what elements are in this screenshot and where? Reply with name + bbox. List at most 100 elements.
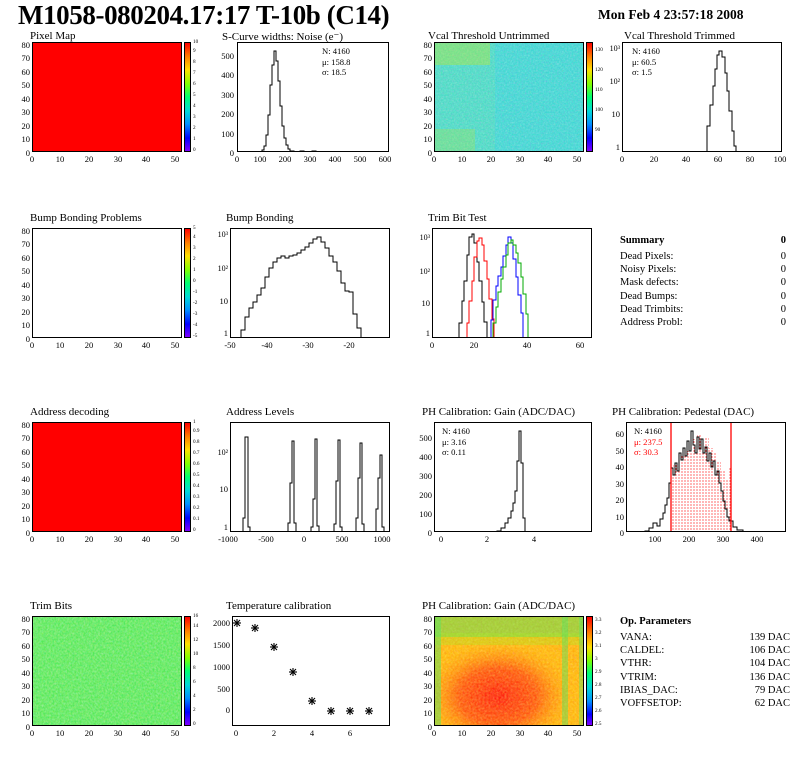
summary-row: Address Probl: 0: [620, 316, 796, 329]
summary-heading-row: Summary 0: [620, 234, 796, 250]
row-value: 0: [780, 264, 786, 276]
panel-title: Address decoding: [30, 406, 110, 418]
panel-ph-calibration-gain-map[interactable]: PH Calibration: Gain (ADC/DAC): [422, 600, 602, 738]
panel-trim-bits[interactable]: Trim Bits 0 2: [21, 600, 199, 738]
plot-area: [432, 228, 592, 338]
row-value: 62 DAC: [754, 697, 790, 709]
heatmap-canvas: [435, 617, 583, 725]
plot-area: [626, 422, 786, 532]
heatmap-canvas: [33, 43, 181, 151]
row-label: VTRIM:: [620, 671, 657, 683]
panel-address-levels[interactable]: Address Levels -1000 -500 0 500 1000 1 1…: [217, 406, 391, 544]
summary-block: Summary 0 Dead Pixels: 0 Noisy Pixels: 0…: [620, 234, 796, 329]
row-label: Dead Trimbits:: [620, 303, 684, 315]
stats-box: N: 4160 μ: 158.8 σ: 18.5: [322, 46, 351, 77]
row-label: VTHR:: [620, 658, 652, 670]
summary-row: Dead Trimbits: 0: [620, 303, 796, 316]
multi-histogram: [458, 233, 529, 337]
panel-vcal-threshold-trimmed[interactable]: Vcal Threshold Trimmed N: 4160 μ: 60.5 σ…: [609, 30, 787, 164]
panel-scurve-widths[interactable]: S-Curve widths: Noise (e⁻) N: 4160 μ: 15…: [221, 31, 392, 164]
row-label: Dead Pixels:: [620, 251, 674, 262]
row-label: IBIAS_DAC:: [620, 684, 678, 696]
panel-title: Pixel Map: [30, 30, 76, 42]
histogram-curve: [240, 236, 362, 337]
panel-ph-calibration-gain-hist[interactable]: PH Calibration: Gain (ADC/DAC) N: 4160 μ…: [406, 406, 605, 576]
panel-temperature-calibration[interactable]: Temperature calibration 0 2 4 6: [204, 600, 403, 770]
op-parameter-row: CALDEL: 106 DAC: [620, 644, 796, 657]
heatmap-canvas: [33, 617, 181, 725]
row-value: 0: [780, 251, 786, 262]
row-value: 0: [780, 290, 786, 302]
panel-address-decoding[interactable]: Address decoding 0 0.1 0.2 0.3 0.4 0.5 0…: [21, 406, 200, 544]
op-parameter-row: VTHR: 104 DAC: [620, 657, 796, 670]
row-label: Noisy Pixels:: [620, 264, 677, 276]
op-parameter-row: VTRIM: 136 DAC: [620, 671, 796, 684]
op-parameters-heading: Op. Parameters: [620, 616, 692, 627]
plot-area: [622, 42, 782, 152]
row-value: 0: [780, 303, 786, 315]
panel-pixel-map[interactable]: Pixel Map 0 1 2 3 4 5 6 7 8 9 10 0 10 20…: [21, 30, 199, 164]
heatmap-canvas: [435, 43, 583, 151]
histogram-curve: [496, 430, 526, 531]
plot-area: [32, 228, 182, 338]
plot-area: [434, 616, 584, 726]
panel-title: PH Calibration: Pedestal (DAC): [612, 406, 755, 418]
panel-title: Temperature calibration: [226, 600, 332, 612]
op-parameter-row: VANA: 139 DAC: [620, 631, 796, 644]
row-value: 0: [780, 316, 786, 328]
row-label: CALDEL:: [620, 645, 665, 657]
plot-area: [32, 422, 182, 532]
op-parameter-row: VOFFSETOP: 62 DAC: [620, 697, 796, 710]
panel-title: PH Calibration: Gain (ADC/DAC): [422, 600, 576, 612]
stats-box: N: 4160 μ: 60.5 σ: 1.5: [632, 46, 660, 77]
histogram-curve: [644, 423, 744, 531]
plot-area: [232, 616, 390, 726]
op-parameters-block: Op. Parameters VANA: 139 DAC CALDEL: 106…: [620, 615, 796, 710]
color-bar: [184, 42, 191, 152]
plot-area: [32, 616, 182, 726]
color-bar: [184, 422, 191, 532]
stats-box: N: 4160 μ: 3.16 σ: 0.11: [442, 426, 470, 457]
plot-area: [434, 422, 592, 532]
row-value: 139 DAC: [749, 632, 790, 643]
panel-vcal-threshold-untrimmed[interactable]: Vcal Threshold Untrimmed: [423, 30, 603, 164]
row-value: 0: [780, 277, 786, 289]
panel-title: S-Curve widths: Noise (e⁻): [222, 31, 343, 43]
op-parameter-row: IBIAS_DAC: 79 DAC: [620, 684, 796, 697]
summary-row: Dead Pixels: 0: [620, 250, 796, 263]
summary-row: Dead Bumps: 0: [620, 290, 796, 303]
color-bar: [184, 228, 191, 338]
row-value: 79 DAC: [754, 684, 790, 696]
plot-area: [230, 422, 390, 532]
plot-area: [237, 42, 389, 152]
panel-title: Trim Bit Test: [428, 212, 487, 224]
panel-title: Trim Bits: [30, 600, 73, 612]
histogram-curve: [706, 50, 737, 151]
timestamp: Mon Feb 4 23:57:18 2008: [598, 7, 744, 22]
plot-area: [32, 42, 182, 152]
panel-bump-bonding-problems[interactable]: Bump Bonding Problems -5 -4 -3 -2 -1 0 1…: [21, 212, 198, 350]
row-label: Mask defects:: [620, 277, 679, 289]
row-value: 104 DAC: [749, 658, 790, 670]
plot-area: [230, 228, 390, 338]
panel-title: Address Levels: [226, 406, 295, 418]
panel-title: Bump Bonding Problems: [30, 212, 142, 224]
stats-box: N: 4160 μ: 237.5 σ: 30.3: [634, 426, 663, 457]
summary-row: Mask defects: 0: [620, 276, 796, 289]
page-title: M1058-080204.17:17 T-10b (C14): [18, 0, 390, 30]
summary-heading: Summary: [620, 235, 665, 246]
color-bar: [586, 42, 593, 152]
panel-title: Vcal Threshold Trimmed: [624, 30, 736, 42]
row-label: VOFFSETOP:: [620, 697, 682, 709]
panel-ph-calibration-pedestal[interactable]: PH Calibration: Pedestal (DAC) N: 4160 μ…: [600, 406, 796, 576]
panel-title: Vcal Threshold Untrimmed: [428, 30, 550, 42]
panel-trim-bit-test[interactable]: Trim Bit Test 0 20 40 60 1 10 10² 10³: [406, 212, 605, 382]
summary-heading-value: 0: [780, 235, 786, 246]
panel-title: Bump Bonding: [226, 212, 294, 224]
scatter-points: [233, 619, 373, 715]
row-label: Address Probl:: [620, 316, 683, 328]
summary-row: Noisy Pixels: 0: [620, 263, 796, 276]
panel-bump-bonding[interactable]: Bump Bonding -50 -40 -30 -20 1 10 10² 10…: [204, 212, 403, 382]
histogram-curve: [242, 436, 385, 531]
